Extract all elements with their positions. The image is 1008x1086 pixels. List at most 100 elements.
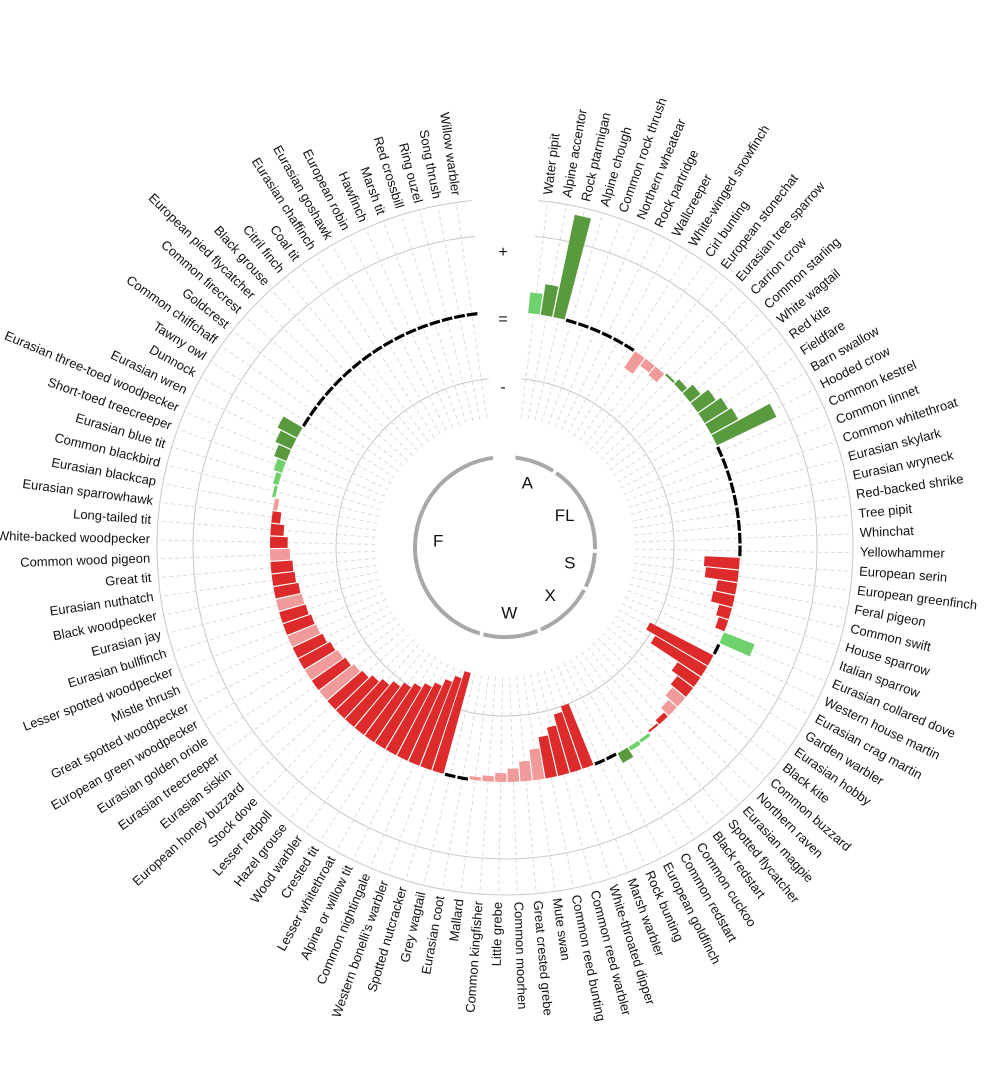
spoke-line (160, 565, 377, 597)
bar-italian-sparrow (715, 617, 729, 632)
bar-common-reed-warbler (546, 725, 570, 776)
species-label-great-tit: Great tit (105, 570, 153, 589)
bar-black-kite (670, 675, 694, 697)
stable-marker-northern-wheatear (589, 326, 601, 334)
bar-red-kite (690, 389, 716, 413)
trend-band-labels: + = - (498, 244, 507, 396)
bar-common-blackbird (272, 485, 278, 498)
bar-garden-warbler (650, 635, 708, 677)
bar-common-reed-bunting (538, 735, 557, 779)
bar-carrion-crow (665, 373, 675, 383)
bar-great-spotted-woodpecker (292, 633, 327, 659)
species-label-mute-swan: Mute swan (550, 897, 574, 961)
radial-grid (156, 197, 854, 896)
spoke-line (184, 411, 386, 497)
spoke-line (460, 675, 489, 893)
bar-spotted-flycatcher (648, 723, 659, 733)
bar-eurasian-collared-dove (719, 632, 755, 657)
species-label-whinchat: Whinchat (859, 523, 914, 540)
bar-white-wagtail (682, 384, 701, 403)
stable-marker-alpine-chough (565, 318, 577, 325)
spoke-line (212, 617, 397, 737)
spoke-line (631, 576, 844, 628)
spoke-line (634, 514, 852, 536)
species-label-tree-pipit: Tree pipit (858, 501, 913, 521)
bar-feral-pigeon (715, 580, 738, 595)
spoke-line (509, 676, 518, 895)
bar-little-grebe (494, 772, 507, 782)
species-label-long-tailed-tit: Long-tailed tit (73, 506, 152, 527)
habitat-label-fl: FL (555, 506, 575, 525)
spoke-line (172, 585, 382, 652)
bar-common-wood-pigeon (270, 549, 291, 561)
spoke-line (592, 642, 741, 805)
stable-marker-european-robin (393, 333, 405, 341)
stable-marker-common-linnet (721, 457, 729, 470)
bar-alpine-accentor (540, 284, 559, 317)
species-label-european-serin: European serin (859, 564, 948, 585)
bar-european-honey-buzzard (327, 670, 369, 710)
stable-marker-common-firecrest (324, 386, 334, 397)
spoke-line (627, 590, 833, 665)
habitat-label-f: F (433, 531, 443, 550)
spoke-line (634, 555, 853, 572)
spoke-line (244, 315, 408, 462)
spoke-line (163, 572, 378, 616)
bar-eurasian-golden-oriole (304, 650, 343, 680)
stable-marker-goldcrest (316, 395, 326, 407)
stable-marker-eurasian-skylark (729, 482, 736, 494)
bar-white-backed-woodpecker (270, 536, 288, 548)
spoke-line (247, 634, 410, 782)
stable-marker-common-kestrel (716, 446, 724, 458)
habitat-label-x: X (545, 586, 556, 605)
spoke-line (579, 261, 706, 441)
spoke-line (203, 611, 393, 721)
spoke-line (626, 423, 831, 502)
bar-spotted-nutcracker (432, 671, 471, 774)
spoke-line (630, 458, 842, 515)
spoke-line (223, 623, 401, 753)
stable-marker-eurasian-chaffinch (371, 345, 383, 354)
bar-wood-warbler (364, 682, 411, 743)
bar-common-swift (710, 591, 735, 607)
spoke-line (285, 276, 424, 447)
spoke-line (597, 637, 754, 791)
bar-long-tailed-tit (270, 523, 285, 536)
spoke-line (615, 615, 801, 732)
spoke-line (441, 674, 482, 890)
habitat-arc-a (515, 455, 555, 473)
spoke-line (400, 214, 467, 424)
habitat-arc-f (413, 455, 494, 636)
species-label-little-grebe: Little grebe (489, 902, 505, 967)
habitat-arcs: A FL SX W F (413, 455, 597, 639)
bar-fieldfare (698, 397, 729, 424)
bar-eurasian-blackcap (272, 498, 280, 511)
stable-marker-hawfinch (405, 328, 417, 336)
bar-hazel-grouse (354, 681, 401, 735)
bar-common-kingfisher (482, 775, 494, 782)
spoke-line (303, 652, 431, 832)
spoke-line (611, 621, 790, 748)
stable-marker-rock-partridge (601, 331, 613, 340)
stable-marker-grey-wagtail (444, 772, 456, 779)
habitat-arc-fl (555, 471, 597, 550)
spoke-line (167, 578, 380, 634)
spoke-line (365, 227, 454, 429)
spoke-line (547, 218, 622, 425)
spoke-line (581, 651, 712, 828)
bar-lesser-spotted-woodpecker (283, 614, 315, 636)
bar-common-buzzard (665, 687, 686, 707)
decline-band-label: - (500, 379, 505, 396)
species-label-common-kingfisher: Common kingfisher (463, 900, 486, 1013)
spoke-line (315, 254, 435, 439)
bar-stock-dove (336, 675, 379, 719)
stable-marker-black-grouse (342, 368, 353, 378)
stable-marker-common-chiffchaff (308, 405, 318, 417)
stable-marker-common-whitethroat (725, 469, 732, 482)
spoke-line (567, 241, 674, 434)
stable-marker-tree-pipit (736, 519, 742, 531)
bar-eurasian-siskin (319, 664, 361, 701)
stable-marker-common-rock-thrush (577, 322, 589, 329)
